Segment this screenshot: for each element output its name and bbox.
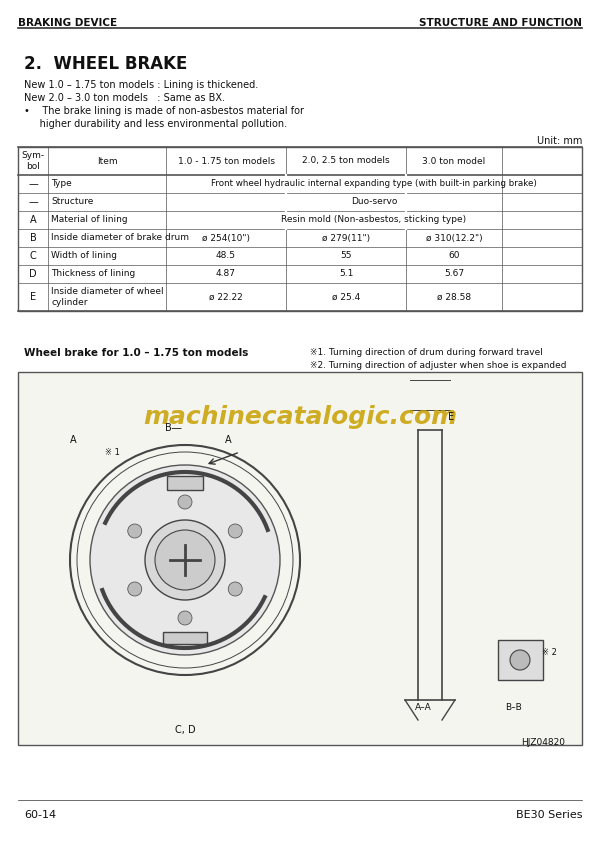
Text: Type: Type (51, 179, 72, 189)
Text: 2.  WHEEL BRAKE: 2. WHEEL BRAKE (24, 55, 187, 73)
Text: 60: 60 (448, 252, 460, 260)
Text: Thickness of lining: Thickness of lining (51, 269, 135, 279)
Text: 55: 55 (340, 252, 352, 260)
Text: ※ 1: ※ 1 (105, 448, 120, 457)
Text: ※ 2: ※ 2 (542, 648, 557, 657)
Text: 48.5: 48.5 (216, 252, 236, 260)
Bar (18, 372, 582, 745)
Circle shape (178, 495, 192, 509)
Text: Inside diameter of brake drum: Inside diameter of brake drum (51, 233, 189, 242)
Bar (497, 640, 542, 680)
Text: Item: Item (97, 157, 118, 166)
Text: ø 254(10"): ø 254(10") (202, 233, 250, 242)
Text: 1.0 - 1.75 ton models: 1.0 - 1.75 ton models (178, 157, 275, 166)
Text: higher durability and less environmental pollution.: higher durability and less environmental… (24, 119, 287, 129)
Text: ø 310(12.2"): ø 310(12.2") (425, 233, 482, 242)
Text: Sym-
bol: Sym- bol (22, 151, 44, 172)
Text: 2.0, 2.5 ton models: 2.0, 2.5 ton models (302, 157, 390, 166)
Text: New 2.0 – 3.0 ton models   : Same as BX.: New 2.0 – 3.0 ton models : Same as BX. (24, 93, 225, 103)
Text: Wheel brake for 1.0 – 1.75 ton models: Wheel brake for 1.0 – 1.75 ton models (24, 348, 248, 358)
Circle shape (178, 611, 192, 625)
Text: Inside diameter of wheel
cylinder: Inside diameter of wheel cylinder (51, 287, 164, 306)
Text: BRAKING DEVICE: BRAKING DEVICE (18, 18, 117, 28)
Text: BE30 Series: BE30 Series (515, 810, 582, 820)
Circle shape (90, 465, 280, 655)
Text: ※1. Turning direction of drum during forward travel: ※1. Turning direction of drum during for… (310, 348, 543, 357)
Text: STRUCTURE AND FUNCTION: STRUCTURE AND FUNCTION (419, 18, 582, 28)
Text: New 1.0 – 1.75 ton models : Lining is thickened.: New 1.0 – 1.75 ton models : Lining is th… (24, 80, 258, 90)
Text: 3.0 ton model: 3.0 ton model (422, 157, 485, 166)
Text: Material of lining: Material of lining (51, 216, 128, 225)
Bar (167, 476, 203, 490)
Text: —: — (28, 197, 38, 207)
Text: E: E (448, 412, 454, 422)
Text: Front wheel hydraulic internal expanding type (with built-in parking brake): Front wheel hydraulic internal expanding… (211, 179, 537, 189)
Text: machinecatalogic.com: machinecatalogic.com (143, 405, 457, 429)
Text: ø 279(11"): ø 279(11") (322, 233, 370, 242)
Text: •    The brake lining is made of non-asbestos material for: • The brake lining is made of non-asbest… (24, 106, 304, 116)
Text: A: A (70, 435, 77, 445)
Text: 4.87: 4.87 (216, 269, 236, 279)
Text: 5.67: 5.67 (444, 269, 464, 279)
Text: D: D (29, 269, 37, 279)
Circle shape (510, 650, 530, 670)
Circle shape (128, 524, 142, 538)
Circle shape (145, 520, 225, 600)
Circle shape (228, 524, 242, 538)
Text: A: A (225, 435, 232, 445)
Text: Width of lining: Width of lining (51, 252, 117, 260)
Text: C, D: C, D (175, 725, 196, 735)
Text: B: B (29, 233, 37, 243)
Text: E: E (30, 292, 36, 302)
Text: Unit: mm: Unit: mm (536, 136, 582, 146)
Text: ø 25.4: ø 25.4 (332, 292, 360, 301)
Circle shape (155, 530, 215, 590)
Text: A: A (29, 215, 37, 225)
Text: —: — (28, 179, 38, 189)
Circle shape (228, 582, 242, 596)
Text: Structure: Structure (51, 198, 94, 206)
Text: ø 28.58: ø 28.58 (437, 292, 471, 301)
Text: 5.1: 5.1 (339, 269, 353, 279)
Text: C: C (29, 251, 37, 261)
Text: ø 22.22: ø 22.22 (209, 292, 243, 301)
Text: A–A: A–A (415, 703, 432, 712)
Text: Duo-servo: Duo-servo (351, 198, 397, 206)
Text: B―: B― (165, 423, 182, 433)
Text: ※2. Turning direction of adjuster when shoe is expanded: ※2. Turning direction of adjuster when s… (310, 361, 566, 370)
Text: HJZ04820: HJZ04820 (521, 738, 565, 747)
Circle shape (128, 582, 142, 596)
Bar (18, 147, 582, 311)
Text: 60-14: 60-14 (24, 810, 56, 820)
Bar (163, 632, 207, 644)
Text: B–B: B–B (505, 703, 522, 712)
Text: Resin mold (Non-asbestos, sticking type): Resin mold (Non-asbestos, sticking type) (281, 216, 467, 225)
